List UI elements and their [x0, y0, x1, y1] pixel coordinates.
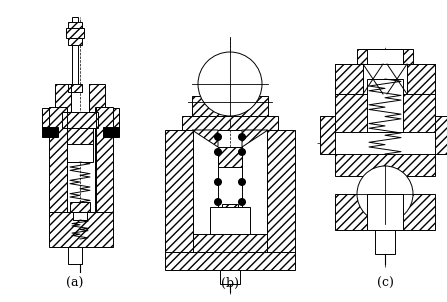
Bar [335, 64, 363, 94]
Bar [335, 64, 435, 94]
Text: (a): (a) [66, 277, 84, 290]
Circle shape [215, 198, 222, 205]
Bar [165, 252, 295, 270]
Circle shape [239, 178, 245, 185]
Bar [68, 84, 82, 92]
Bar [73, 212, 87, 220]
Bar [95, 107, 113, 212]
Bar [375, 230, 395, 254]
Bar [42, 127, 58, 137]
Polygon shape [242, 130, 268, 147]
Bar [68, 247, 82, 264]
Bar [363, 64, 407, 94]
Bar [68, 22, 82, 28]
Bar [435, 116, 447, 154]
Bar [49, 107, 67, 212]
Bar [103, 127, 119, 137]
Text: (b): (b) [221, 277, 239, 290]
Circle shape [239, 198, 245, 205]
Circle shape [239, 133, 245, 140]
Bar [192, 96, 268, 116]
Bar [335, 154, 435, 176]
Circle shape [357, 166, 413, 222]
Bar [210, 207, 250, 234]
Bar [320, 116, 335, 154]
Bar [49, 212, 113, 247]
Bar [89, 84, 105, 112]
Bar [367, 79, 403, 132]
Text: (c): (c) [376, 277, 393, 290]
Bar [67, 128, 93, 162]
Bar [218, 147, 242, 167]
Bar [335, 94, 435, 132]
Bar [182, 116, 278, 130]
Bar [72, 45, 78, 84]
Bar [335, 132, 435, 154]
Bar [70, 202, 90, 212]
Bar [55, 84, 71, 112]
Circle shape [239, 149, 245, 156]
Bar [68, 38, 82, 45]
Bar [357, 49, 413, 64]
Circle shape [215, 133, 222, 140]
Polygon shape [192, 130, 218, 147]
Bar [220, 270, 240, 284]
Bar [62, 112, 98, 128]
Bar [218, 147, 242, 207]
Bar [407, 64, 435, 94]
Bar [67, 128, 93, 144]
Bar [335, 194, 435, 230]
Bar [103, 108, 119, 132]
Bar [367, 194, 403, 230]
Bar [335, 132, 435, 154]
Bar [367, 49, 403, 64]
Circle shape [198, 52, 262, 116]
Circle shape [215, 178, 222, 185]
Bar [222, 204, 238, 210]
Bar [267, 130, 295, 252]
Bar [193, 234, 267, 252]
Bar [72, 17, 78, 22]
Bar [165, 130, 193, 252]
Bar [42, 108, 58, 132]
Circle shape [215, 149, 222, 156]
Bar [66, 28, 84, 38]
